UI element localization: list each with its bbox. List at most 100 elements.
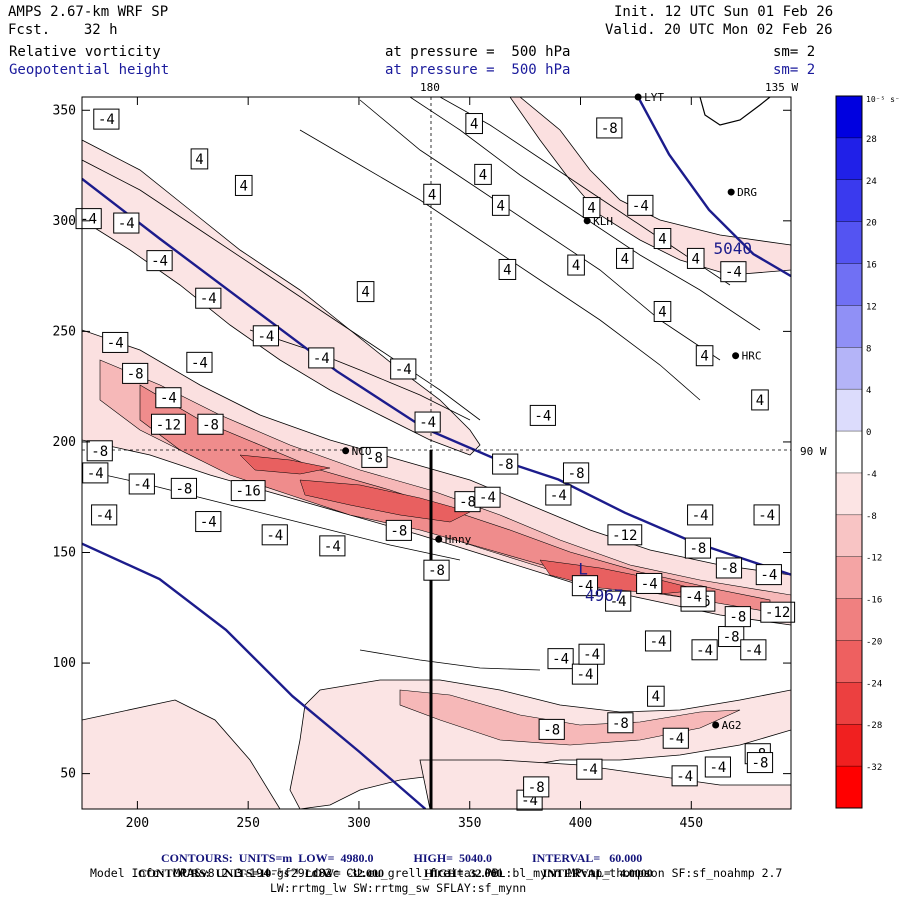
- vorticity-label: 4: [423, 183, 441, 205]
- vorticity-label: 4: [498, 258, 517, 280]
- valid-time: Valid. 20 UTC Mon 02 Feb 26: [605, 22, 833, 38]
- station-ag2: AG2: [712, 719, 742, 732]
- station-lyt: LYT: [634, 91, 664, 104]
- y-tick-label: 200: [53, 435, 76, 450]
- vorticity-label: -4: [261, 524, 288, 546]
- svg-text:-4: -4: [266, 528, 283, 544]
- model-title: AMPS 2.67-km WRF SP: [8, 4, 169, 20]
- svg-text:-8: -8: [568, 466, 585, 482]
- colorbar-tick-label: -12: [866, 554, 882, 564]
- svg-text:-4: -4: [313, 351, 330, 367]
- svg-text:HRC: HRC: [742, 350, 762, 363]
- lon-label-135w: 135 W: [765, 81, 799, 94]
- svg-text:-8: -8: [690, 541, 707, 557]
- svg-text:-16: -16: [685, 594, 710, 610]
- vorticity-label: -8: [596, 117, 623, 139]
- svg-text:-8: -8: [601, 121, 618, 137]
- svg-text:-4: -4: [641, 576, 658, 592]
- svg-text:-8: -8: [528, 780, 545, 796]
- svg-text:LYT: LYT: [644, 91, 664, 104]
- x-tick-label: 450: [680, 816, 703, 831]
- vorticity-label: -8: [538, 718, 565, 740]
- vorticity-label: -4: [578, 643, 605, 665]
- vorticity-label: -4: [627, 194, 654, 216]
- vorticity-label: -8: [423, 559, 450, 581]
- vorticity-band-southeast: [419, 759, 791, 809]
- colorbar-swatch: [836, 472, 862, 516]
- vorticity-label: -8: [361, 446, 388, 468]
- svg-text:4: 4: [587, 201, 595, 217]
- colorbar-tick-label: 16: [866, 261, 877, 271]
- vorticity-label: -12: [151, 413, 186, 435]
- colorbar-tick-label: 4: [866, 386, 871, 396]
- svg-text:-12: -12: [156, 417, 181, 433]
- svg-text:-4: -4: [521, 793, 538, 809]
- svg-text:-4: -4: [550, 488, 567, 504]
- vorticity-label: -16: [230, 480, 266, 502]
- vorticity-contour-info: CONTOURS: UNITS=10⁻⁵ s⁻¹ LOW= -32.000 HIG…: [138, 866, 653, 880]
- svg-text:-4: -4: [685, 590, 702, 606]
- svg-text:4: 4: [470, 117, 478, 133]
- vorticity-label: -4: [720, 261, 747, 283]
- vorticity-label: -4: [605, 590, 632, 612]
- vorticity-label: -4: [753, 504, 780, 526]
- svg-text:-4: -4: [692, 508, 709, 524]
- colorbar-swatch: [836, 179, 862, 223]
- vorticity-band-south: [289, 679, 791, 809]
- vorticity-label: 4: [356, 281, 375, 303]
- vorticity-label: -4: [93, 108, 120, 130]
- colorbar-tick-label: -8: [866, 512, 877, 522]
- colorbar-tick-label: 20: [866, 219, 877, 229]
- vorticity-label: -4: [128, 473, 155, 495]
- geopotential-contour: [637, 97, 791, 278]
- svg-text:-8: -8: [459, 495, 476, 511]
- vorticity-label: -4: [319, 535, 346, 557]
- vorticity-label: 4: [686, 247, 705, 269]
- vorticity-contour-lines: [82, 97, 761, 671]
- vorticity-label: -8: [724, 606, 751, 628]
- svg-text:-4: -4: [577, 579, 594, 595]
- vorticity-label: 4: [234, 174, 253, 196]
- svg-text:-8: -8: [721, 561, 738, 577]
- vorticity-core-2: [539, 559, 701, 595]
- vorticity-label: -8: [385, 519, 412, 541]
- svg-text:-4: -4: [191, 355, 208, 371]
- station-klh: KLH: [583, 215, 613, 228]
- geopotential-contour: [82, 177, 791, 576]
- svg-text:4: 4: [658, 232, 666, 248]
- plot-frame: [81, 96, 792, 810]
- lon-label-90w: 90 W: [800, 445, 827, 458]
- svg-text:-4: -4: [610, 594, 627, 610]
- colorbar-swatch: [836, 263, 862, 306]
- svg-text:-8: -8: [612, 716, 629, 732]
- colorbar-tick-label: -28: [866, 721, 882, 731]
- svg-text:-8: -8: [497, 457, 514, 473]
- x-tick-label: 200: [126, 816, 149, 831]
- svg-text:-4: -4: [709, 760, 726, 776]
- colorbar-tick-label: 12: [866, 302, 877, 312]
- colorbar-tick-label: -32: [866, 763, 882, 773]
- y-tick-label: 300: [53, 214, 76, 229]
- colorbar-swatch: [836, 724, 862, 767]
- svg-text:4: 4: [652, 689, 660, 705]
- vorticity-label: -4: [414, 411, 441, 433]
- svg-text:-4: -4: [98, 112, 115, 128]
- vorticity-label: -4: [644, 630, 672, 652]
- vorticity-label: -4: [252, 325, 279, 347]
- colorbar-swatch: [836, 305, 862, 348]
- vorticity-label: -4: [740, 639, 767, 661]
- vorticity-label: -4: [576, 758, 603, 780]
- field2-smoothing: sm= 2: [773, 62, 816, 78]
- lon-label-180: 180: [420, 81, 440, 94]
- vorticity-label: -4: [755, 564, 782, 586]
- vorticity-band-west: [82, 699, 281, 809]
- svg-text:-4: -4: [200, 291, 217, 307]
- colorbar-swatch: [836, 682, 862, 725]
- colorbar-swatch: [836, 137, 862, 181]
- vorticity-label: -4: [102, 331, 129, 353]
- vorticity-label: 4: [474, 163, 492, 185]
- vorticity-label: -4: [146, 250, 173, 272]
- vorticity-label: -8: [562, 462, 590, 484]
- vorticity-label: -4: [186, 351, 213, 373]
- colorbar-tick-label: 8: [866, 344, 871, 354]
